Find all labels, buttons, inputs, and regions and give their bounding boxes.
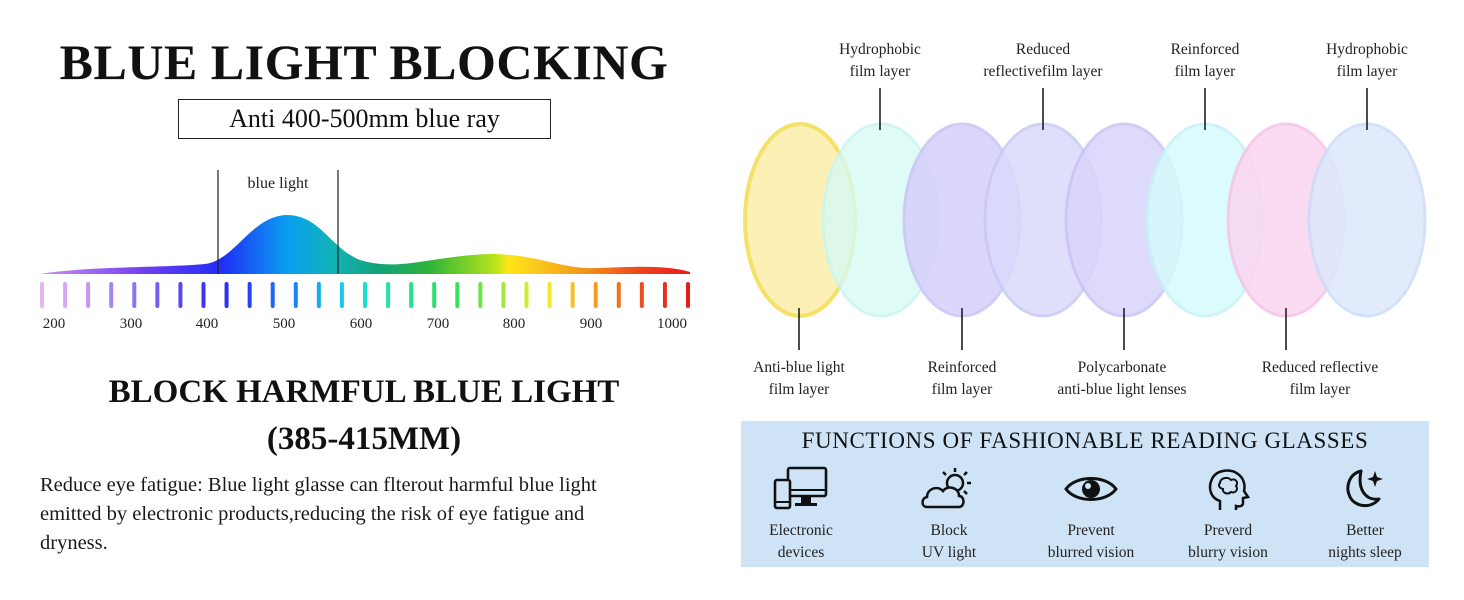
function-item-devices: Electronic devices [736,465,866,563]
scale-label: 500 [273,316,296,332]
function-item-eye: Prevent blurred vision [1026,465,1156,563]
spectrum-tick [524,282,529,308]
spectrum-tick [409,282,414,308]
spectrum-tick [201,282,206,308]
scale-label: 700 [427,316,450,332]
band-label: blue light [248,175,309,192]
leader-lines [798,88,1368,350]
scale-label: 1000 [657,316,687,332]
spectrum-tick [432,282,437,308]
eye-icon [1064,477,1118,501]
spectrum-tick [386,282,391,308]
block-heading-1: BLOCK HARMFUL BLUE LIGHT [108,374,620,410]
spectrum-tick [593,282,598,308]
spectrum-tick [639,282,644,308]
spectrum-tick [501,282,506,308]
spectrum-tick [224,282,229,308]
spectrum-tick [247,282,252,308]
spectrum-tick [155,282,160,308]
layer-label-bottom-3: Polycarbonate anti-blue light lenses [1057,359,1187,398]
brain-head-icon [1208,469,1251,510]
spectrum-tick [178,282,183,308]
layer-label-bottom-2: Reinforced film layer [927,359,997,398]
scale-label: 200 [43,316,66,332]
scale-label: 300 [120,316,143,332]
scale-label: 400 [196,316,219,332]
spectrum-tick [316,282,321,308]
layer-label-bottom-1: Anti-blue light film layer [753,359,845,398]
devices-icon [773,466,828,510]
spectrum-tick [616,282,621,308]
layer-label-top-3: Reinforced film layer [1170,41,1240,80]
spectrum-tick [270,282,275,308]
spectrum-scale: 200 300 400 500 600 700 800 900 1000 [43,316,687,332]
functions-title: FUNCTIONS OF FASHIONABLE READING GLASSES [801,428,1369,453]
layer-label-bottom-4: Reduced reflective film layer [1261,359,1379,398]
spectrum-tick [109,282,114,308]
description-text: Reduce eye fatigue: Blue light glasse ca… [40,474,597,554]
spectrum-tick [570,282,575,308]
spectrum-wave [40,214,690,274]
spectrum-tick [293,282,298,308]
page-title: BLUE LIGHT BLOCKING [59,34,669,90]
scale-label: 600 [350,316,373,332]
scale-label: 800 [503,316,526,332]
layer-label-top-4: Hydrophobic film layer [1326,41,1408,80]
layer-label-top-1: Hydrophobic film layer [839,41,921,80]
spectrum-tick [363,282,367,308]
spectrum-tick [40,282,44,308]
function-item-brain: Preverd blurry vision [1163,465,1293,563]
block-heading-2: (385-415MM) [266,421,462,457]
subtitle-box: Anti 400-500mm blue ray [178,99,551,139]
spectrum-tick [478,282,483,308]
spectrum-tick [86,282,91,308]
spectrum-ticks [40,282,690,308]
spectrum-tick [662,282,667,308]
spectrum-tick [339,282,344,308]
spectrum-tick [686,282,690,308]
spectrum-tick [455,282,460,308]
layer-label-top-2: Reduced reflectivefilm layer [983,41,1103,80]
spectrum-tick [63,282,68,308]
spectrum-chart: blue light 200 300 400 500 600 700 800 900 1000 [40,170,690,332]
scale-label: 900 [580,316,603,332]
cloud-sun-icon [921,468,971,509]
spectrum-tick [547,282,552,308]
spectrum-tick [132,282,137,308]
moon-star-icon [1346,469,1383,507]
function-item-uv: Block UV light [884,465,1014,563]
function-item-sleep: Better nights sleep [1300,465,1430,563]
